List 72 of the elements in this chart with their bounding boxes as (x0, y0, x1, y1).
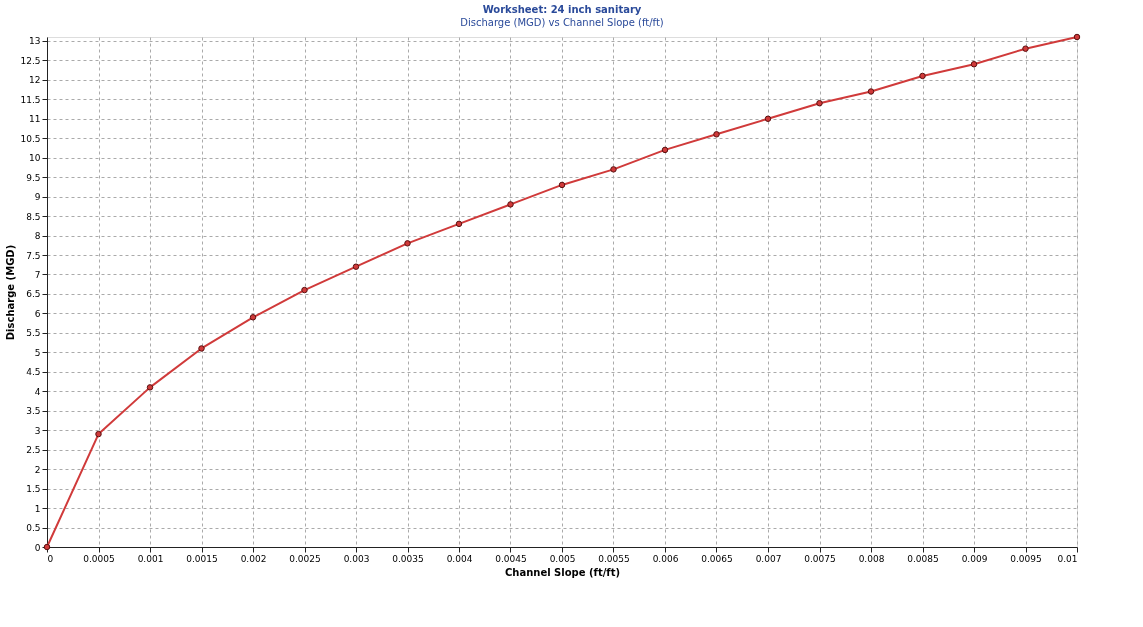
y-tick-label: 12 (29, 75, 41, 86)
point (404, 240, 411, 247)
point (764, 115, 772, 122)
point (507, 201, 514, 208)
y-axis-title: Discharge (MGD) (5, 244, 17, 341)
point (352, 263, 360, 270)
point (95, 430, 102, 438)
point (198, 345, 205, 352)
y-tick-label: 7.5 (26, 250, 41, 261)
point (146, 384, 154, 391)
x-tick-label: 0.006 (652, 553, 679, 564)
point (970, 61, 978, 68)
y-tick-label: 7 (34, 269, 41, 280)
y-tick-label: 8 (34, 231, 41, 242)
x-tick-label: 0.0085 (907, 553, 939, 564)
y-tick-label: 3 (34, 425, 41, 436)
y-tick-label: 5 (34, 347, 41, 358)
x-tick-label: 0.0025 (289, 553, 321, 564)
y-tick-label: 4 (34, 386, 41, 397)
point (610, 166, 617, 173)
x-tick-label: 0 (47, 553, 54, 564)
x-tick-label: 0.009 (961, 553, 988, 564)
point (558, 181, 566, 189)
x-tick-label: 0.008 (858, 553, 885, 564)
y-tick-label: 5.5 (26, 328, 41, 339)
x-tick-label: 0.001 (137, 553, 164, 564)
y-tick-label: 0 (34, 542, 41, 553)
point (713, 131, 720, 138)
point (1073, 33, 1081, 41)
y-tick-label: 9 (34, 192, 41, 203)
chart-title: Worksheet: 24 inch sanitary (482, 4, 642, 16)
y-tick-label: 6.5 (26, 289, 41, 300)
y-tick-label: 4.5 (26, 367, 41, 378)
x-tick-label: 0.0075 (804, 553, 836, 564)
x-tick-label: 0.0095 (1010, 553, 1042, 564)
x-tick-label: 0.0065 (701, 553, 733, 564)
y-tick-label: 0.5 (26, 523, 41, 534)
y-tick-label: 8.5 (26, 211, 41, 222)
x-tick-label: 0.002 (240, 553, 267, 564)
point (867, 88, 875, 95)
y-tick-label: 6 (34, 308, 41, 319)
y-tick-label: 13 (29, 36, 41, 47)
point (455, 220, 463, 228)
y-tick-label: 2.5 (26, 445, 41, 456)
x-tick-label: 0.0035 (392, 553, 424, 564)
point (301, 286, 308, 294)
y-tick-label: 1 (34, 503, 41, 514)
x-tick-label: 0.01 (1057, 553, 1078, 564)
x-tick-label: 0.0005 (83, 553, 115, 564)
x-tick-label: 0.0055 (598, 553, 630, 564)
y-tick-label: 3.5 (26, 406, 41, 417)
point (249, 314, 257, 321)
y-tick-label: 11.5 (20, 94, 41, 105)
y-tick-label: 9.5 (26, 172, 41, 183)
chart-subtitle: Discharge (MGD) vs Channel Slope (ft/ft) (460, 17, 664, 29)
x-tick-label: 0.0045 (495, 553, 527, 564)
x-tick-label: 0.003 (343, 553, 370, 564)
y-tick-label: 2 (34, 464, 41, 475)
x-tick-label: 0.007 (755, 553, 782, 564)
y-tick-label: 10 (29, 153, 41, 164)
point (1022, 45, 1029, 52)
point (661, 146, 669, 154)
y-tick-label: 11 (29, 114, 41, 125)
point (919, 72, 926, 80)
y-tick-label: 12.5 (20, 55, 41, 66)
x-tick-label: 0.005 (549, 553, 576, 564)
point (816, 99, 823, 107)
x-tick-label: 0.004 (446, 553, 473, 564)
x-tick-label: 0.0015 (186, 553, 218, 564)
x-axis-title: Channel Slope (ft/ft) (504, 566, 621, 578)
y-tick-label: 10.5 (20, 133, 41, 144)
y-tick-label: 1.5 (26, 484, 41, 495)
